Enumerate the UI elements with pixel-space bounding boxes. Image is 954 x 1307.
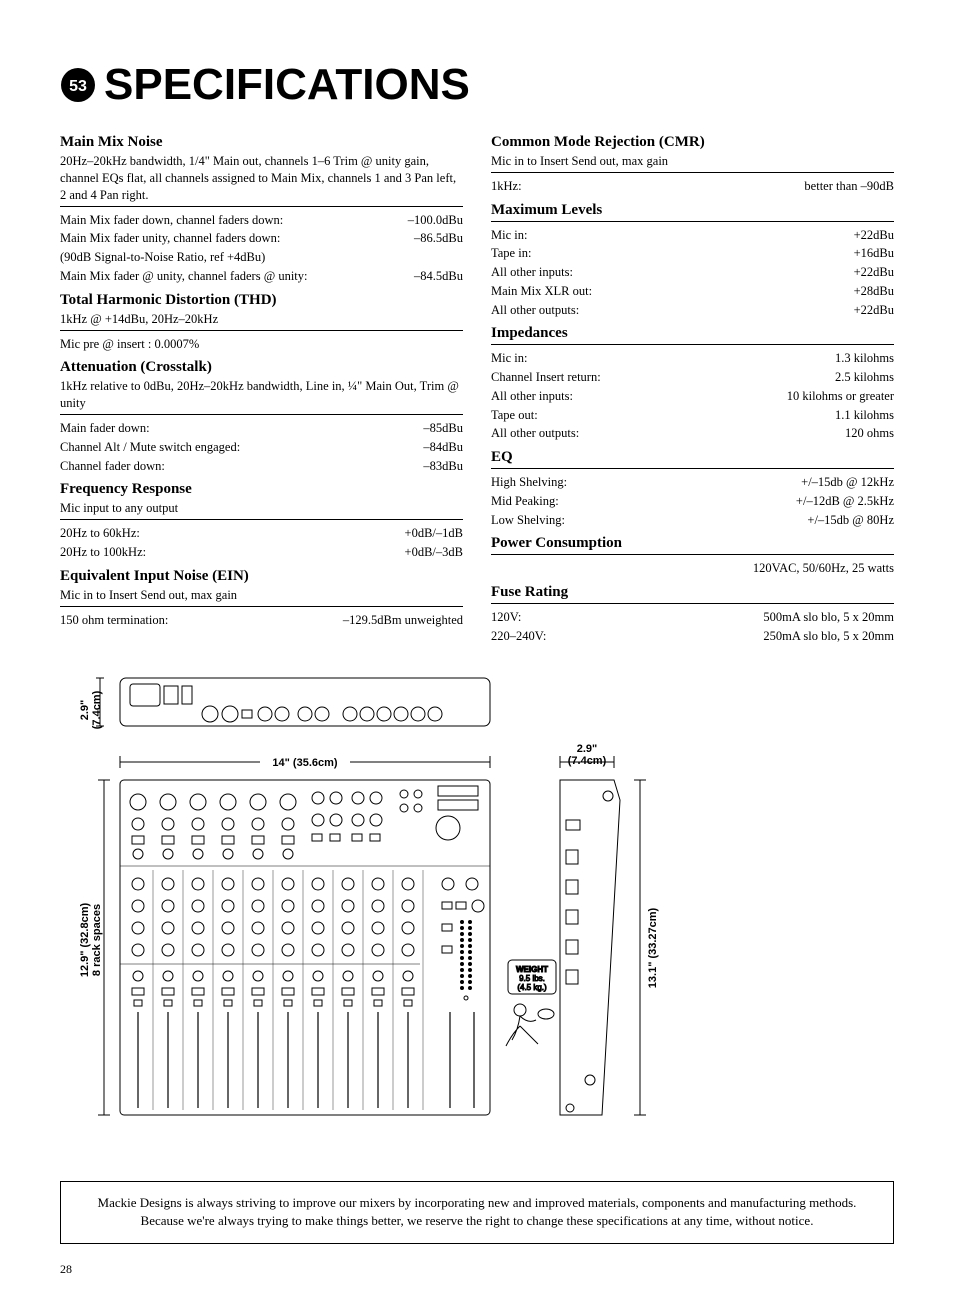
att-head: Attenuation (Crosstalk) [60, 359, 463, 376]
diagram-svg: 2.9"(7.4cm) [60, 670, 894, 1150]
dimension-diagrams: 2.9"(7.4cm) [60, 670, 894, 1155]
spec-columns: Main Mix Noise 20Hz–20kHz bandwidth, 1/4… [60, 128, 894, 646]
spec-row: All other inputs:+22dBu [491, 263, 894, 282]
spec-row: 120V:500mA slo blo, 5 x 20mm [491, 608, 894, 627]
spec-row: 1kHz:better than –90dB [491, 177, 894, 196]
thd-head: Total Harmonic Distortion (THD) [60, 292, 463, 309]
spec-row: Low Shelving:+/–15db @ 80Hz [491, 511, 894, 530]
spec-row: 220–240V:250mA slo blo, 5 x 20mm [491, 627, 894, 646]
divider [60, 606, 463, 607]
spec-row: 20Hz to 60kHz:+0dB/–1dB [60, 524, 463, 543]
svg-text:9.5 lbs.: 9.5 lbs. [519, 974, 545, 983]
divider [491, 603, 894, 604]
spec-row: Main Mix fader down, channel faders down… [60, 211, 463, 230]
divider [491, 172, 894, 173]
pwr-head: Power Consumption [491, 535, 894, 552]
badge-icon: 53 [60, 67, 96, 103]
spec-row: Channel Insert return:2.5 kilohms [491, 368, 894, 387]
att-sub: 1kHz relative to 0dBu, 20Hz–20kHz bandwi… [60, 378, 463, 412]
divider [60, 519, 463, 520]
right-column: Common Mode Rejection (CMR) Mic in to In… [491, 128, 894, 646]
freq-head: Frequency Response [60, 481, 463, 498]
spec-row: 20Hz to 100kHz:+0dB/–3dB [60, 543, 463, 562]
page-number: 28 [60, 1262, 894, 1277]
cmr-head: Common Mode Rejection (CMR) [491, 134, 894, 151]
top-width-label: 14" (35.6cm) [272, 757, 337, 769]
divider [491, 344, 894, 345]
spec-row: Main fader down:–85dBu [60, 419, 463, 438]
side-depth-label: 2.9"(7.4cm) [568, 743, 607, 767]
spec-row: Mic in:+22dBu [491, 226, 894, 245]
spec-row: Main Mix fader unity, channel faders dow… [60, 229, 463, 248]
imp-head: Impedances [491, 325, 894, 342]
spec-row: 120VAC, 50/60Hz, 25 watts [491, 559, 894, 578]
svg-text:(4.5 kg.): (4.5 kg.) [517, 983, 547, 992]
page: 53 SPECIFICATIONS Main Mix Noise 20Hz–20… [0, 0, 954, 1307]
side-height-label: 13.1" (33.27cm) [647, 907, 659, 988]
mmn-head: Main Mix Noise [60, 134, 463, 151]
left-column: Main Mix Noise 20Hz–20kHz bandwidth, 1/4… [60, 128, 463, 646]
spec-row: Channel Alt / Mute switch engaged:–84dBu [60, 438, 463, 457]
spec-row: Main Mix XLR out:+28dBu [491, 282, 894, 301]
title-text: SPECIFICATIONS [104, 60, 470, 110]
spec-row: 150 ohm termination:–129.5dBm unweighted [60, 611, 463, 630]
mmn-note: (90dB Signal-to-Noise Ratio, ref +4dBu) [60, 248, 463, 267]
divider [60, 330, 463, 331]
ein-head: Equivalent Input Noise (EIN) [60, 568, 463, 585]
max-head: Maximum Levels [491, 202, 894, 219]
spec-row: Tape in:+16dBu [491, 244, 894, 263]
svg-text:WEIGHT: WEIGHT [516, 965, 548, 974]
spec-row: High Shelving:+/–15db @ 12kHz [491, 473, 894, 492]
eq-head: EQ [491, 449, 894, 466]
thd-sub: 1kHz @ +14dBu, 20Hz–20kHz [60, 311, 463, 328]
divider [60, 206, 463, 207]
page-title: 53 SPECIFICATIONS [60, 60, 894, 110]
spec-row: Main Mix fader @ unity, channel faders @… [60, 267, 463, 286]
mmn-sub: 20Hz–20kHz bandwidth, 1/4" Main out, cha… [60, 153, 463, 204]
rear-height-label: 2.9"(7.4cm) [79, 690, 103, 729]
spec-row: Mic in:1.3 kilohms [491, 349, 894, 368]
divider [60, 414, 463, 415]
divider [491, 468, 894, 469]
spec-row: Mid Peaking:+/–12dB @ 2.5kHz [491, 492, 894, 511]
fuse-head: Fuse Rating [491, 584, 894, 601]
divider [491, 554, 894, 555]
badge-number: 53 [69, 78, 87, 95]
spec-row: Mic pre @ insert : 0.0007% [60, 335, 463, 354]
freq-sub: Mic input to any output [60, 500, 463, 517]
spec-row: All other outputs:+22dBu [491, 301, 894, 320]
spec-row: All other inputs:10 kilohms or greater [491, 387, 894, 406]
spec-row: Channel fader down:–83dBu [60, 457, 463, 476]
cmr-sub: Mic in to Insert Send out, max gain [491, 153, 894, 170]
spec-row: Tape out:1.1 kilohms [491, 406, 894, 425]
ein-sub: Mic in to Insert Send out, max gain [60, 587, 463, 604]
spec-row: All other outputs:120 ohms [491, 424, 894, 443]
front-height-label: 12.9" (32.8cm)8 rack spaces [79, 902, 103, 977]
divider [491, 221, 894, 222]
